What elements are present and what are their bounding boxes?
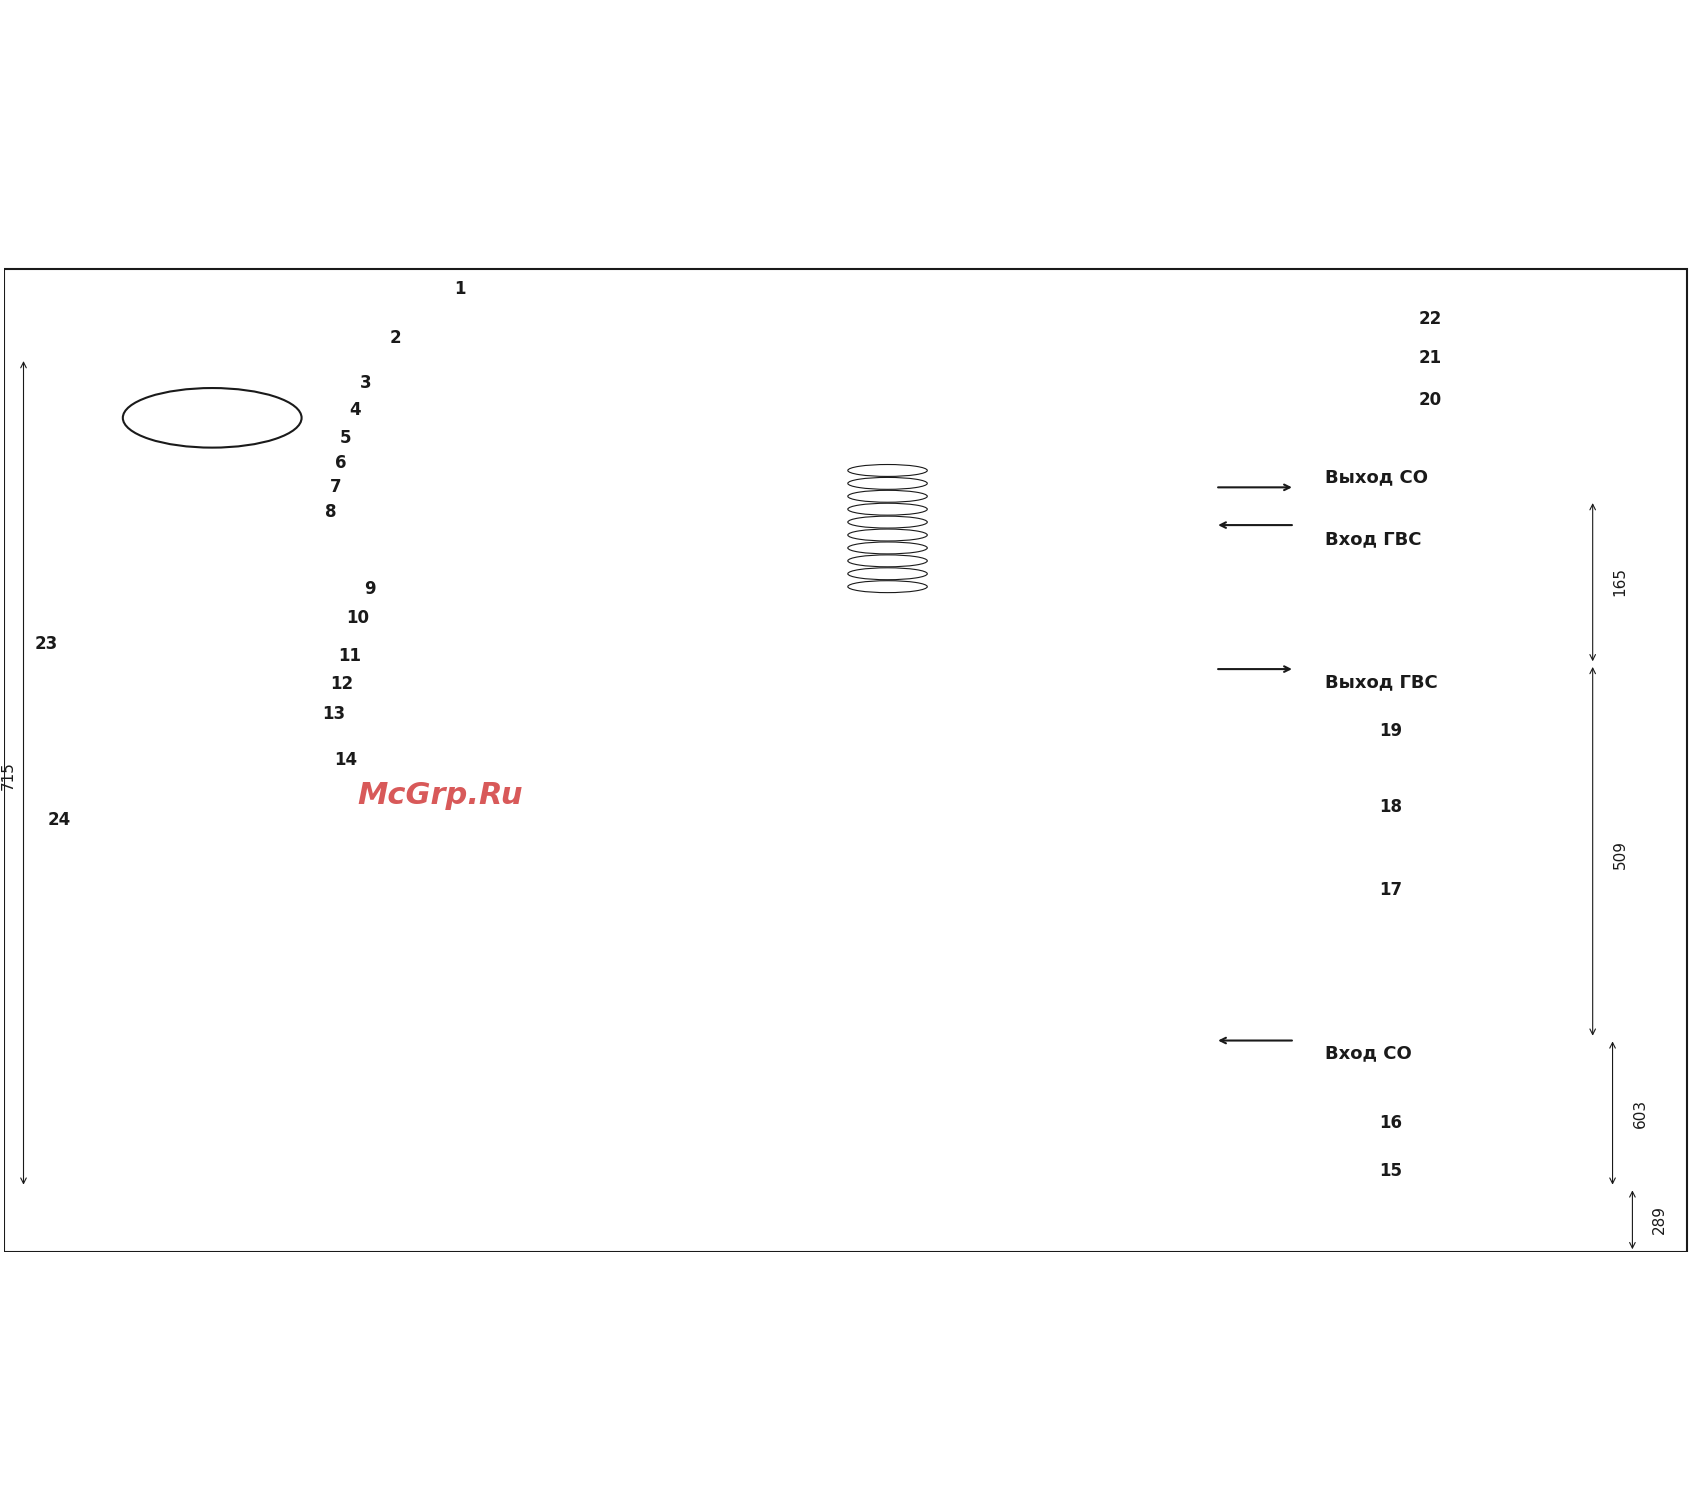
Bar [83,358,342,1192]
Ellipse shape [848,503,927,515]
Text: 14: 14 [333,751,357,769]
Text: 12: 12 [330,675,354,694]
Text: 2: 2 [389,329,401,348]
Ellipse shape [848,464,927,476]
Text: 8: 8 [325,503,337,521]
Ellipse shape [848,555,927,567]
Text: Вход СО: Вход СО [1325,1044,1411,1062]
Text: 17: 17 [1379,881,1403,899]
Bar [1117,1029,1196,1053]
Bar [599,1103,719,1162]
Text: 10: 10 [347,609,369,627]
Ellipse shape [848,477,927,490]
Text: 15: 15 [1379,1162,1403,1180]
Bar [1117,473,1196,502]
Text: 5: 5 [340,429,352,447]
Bar [501,1044,1176,1192]
Bar [560,438,1117,477]
Text: McGrp.Ru: McGrp.Ru [357,781,523,810]
Bar [193,536,242,567]
Text: 20: 20 [1420,391,1442,409]
Ellipse shape [848,542,927,555]
Text: 1: 1 [453,280,465,298]
Ellipse shape [848,529,927,541]
Bar [1117,512,1196,536]
Text: 18: 18 [1379,798,1403,816]
Bar [719,299,958,397]
Bar [103,1183,142,1253]
Bar [550,597,1125,1044]
Bar [580,1044,1076,1173]
Bar [788,280,888,304]
Bar [788,319,868,349]
Bar [560,447,1117,597]
Text: 23: 23 [36,635,58,653]
Text: 603: 603 [1633,1098,1648,1127]
Text: 22: 22 [1420,310,1442,328]
Text: 9: 9 [364,580,376,598]
Text: 4: 4 [350,400,360,419]
Text: 7: 7 [330,479,342,496]
Bar [599,1049,1076,1068]
Text: 715: 715 [2,762,17,790]
Bar [668,1183,729,1253]
Text: Выход СО: Выход СО [1325,468,1428,487]
Text: 16: 16 [1379,1114,1403,1132]
Bar [63,1073,360,1192]
Text: 165: 165 [1612,567,1628,597]
Bar [519,1183,580,1253]
Text: 13: 13 [321,704,345,722]
Bar [778,299,897,378]
Ellipse shape [848,580,927,592]
Bar [1076,1183,1135,1253]
Text: 11: 11 [338,647,360,665]
Bar [599,419,1076,458]
Bar [570,1023,1107,1064]
Bar [173,458,262,547]
Bar [501,299,1176,1192]
Bar [858,1123,937,1162]
Bar [283,1183,321,1253]
Text: Вход ГВС: Вход ГВС [1325,530,1421,548]
Text: 19: 19 [1379,722,1403,740]
Text: 21: 21 [1420,349,1442,367]
Text: 3: 3 [359,375,371,391]
Text: 289: 289 [1653,1204,1667,1234]
Bar [817,1183,878,1253]
Bar [619,1157,678,1177]
Bar [124,308,222,358]
Ellipse shape [124,388,301,447]
Text: 509: 509 [1612,840,1628,869]
Ellipse shape [848,517,927,527]
Text: 24: 24 [47,811,71,830]
Text: Выход ГВС: Выход ГВС [1325,672,1437,691]
Bar [768,280,907,319]
Ellipse shape [848,491,927,502]
Bar [58,641,88,656]
Bar [729,1103,848,1162]
Bar [142,299,203,419]
Bar [619,388,650,477]
Text: 6: 6 [335,453,347,471]
Bar [1117,656,1196,681]
Ellipse shape [848,568,927,580]
Bar [619,378,645,397]
Bar [103,1083,321,1183]
